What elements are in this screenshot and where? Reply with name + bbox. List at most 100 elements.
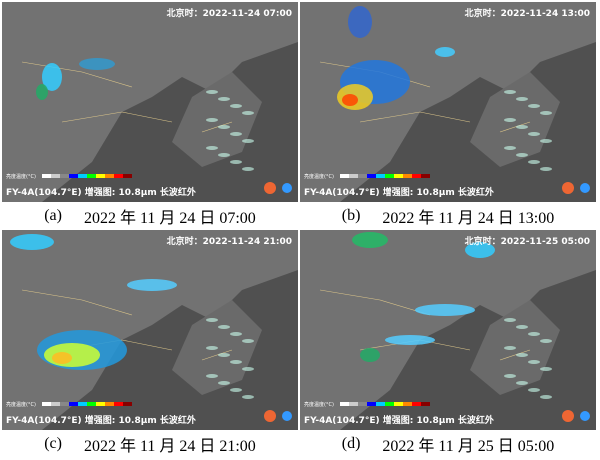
- cloud-streak: [230, 104, 242, 108]
- caption-date: 2022 年 11 月 24 日 21:00: [83, 438, 256, 455]
- colorbar-title: 亮度温度(°C): [6, 402, 36, 408]
- logo: [580, 411, 590, 421]
- cloud-streak: [540, 111, 552, 115]
- caption-date: 2022 年 11 月 25 日 05:00: [382, 438, 555, 455]
- land: [300, 2, 596, 202]
- cloud-streak: [242, 167, 254, 171]
- colorbar-cell: [376, 402, 385, 406]
- product-label: FY-4A(104.7°E) 增强图: 10.8μm 长波红外: [6, 416, 196, 426]
- cloud-streak: [206, 90, 218, 94]
- colorbar-title: 亮度温度(°C): [304, 402, 334, 408]
- logo: [282, 183, 292, 193]
- colorbar-title: 亮度温度(°C): [304, 174, 334, 180]
- land: [300, 230, 596, 430]
- colorbar-cell: [96, 402, 105, 406]
- timestamp: 北京时：2022-11-24 13:00: [464, 9, 590, 19]
- colorbar-cell: [114, 402, 123, 406]
- colorbar-cell: [394, 402, 403, 406]
- cloud-streak: [504, 118, 516, 122]
- colorbar-cell: [421, 402, 430, 406]
- cloud-streak: [516, 97, 528, 101]
- cloud: [352, 232, 388, 248]
- cloud-streak: [540, 395, 552, 399]
- cloud: [360, 348, 380, 362]
- cloud-streak: [206, 374, 218, 378]
- cloud-streak: [242, 139, 254, 143]
- cloud-streak: [230, 360, 242, 364]
- cloud: [415, 304, 475, 316]
- cloud-streak: [504, 346, 516, 350]
- satellite-image: [300, 230, 596, 430]
- satellite-panel: 北京时：2022-11-24 13:00 亮度温度(°C) FY-4A(104.7°…: [300, 2, 596, 202]
- cloud-streak: [504, 146, 516, 150]
- colorbar-cell: [69, 402, 78, 406]
- colorbar-cell: [385, 402, 394, 406]
- colorbar-cell: [114, 174, 123, 178]
- caption-label: (d): [341, 435, 361, 452]
- colorbar-cell: [358, 174, 367, 178]
- colorbar-cell: [60, 402, 69, 406]
- colorbar-cell: [105, 174, 114, 178]
- cloud: [52, 352, 72, 364]
- cloud-streak: [528, 104, 540, 108]
- satellite-image: [300, 2, 596, 202]
- colorbar-cell: [412, 174, 421, 178]
- land: [2, 230, 298, 430]
- cloud-streak: [528, 160, 540, 164]
- logo: [264, 182, 276, 194]
- satellite-image: [2, 2, 298, 202]
- cloud-streak: [206, 146, 218, 150]
- product-label: FY-4A(104.7°E) 增强图: 10.8μm 长波红外: [304, 416, 494, 426]
- cloud-streak: [218, 153, 230, 157]
- cloud-streak: [206, 318, 218, 322]
- cloud: [42, 63, 62, 91]
- caption-label: (a): [44, 207, 62, 224]
- cloud-streak: [528, 388, 540, 392]
- cloud-streak: [540, 167, 552, 171]
- cloud: [342, 94, 358, 106]
- colorbar-cell: [51, 174, 60, 178]
- caption: (b) 2022 年 11 月 24 日 13:00: [300, 205, 596, 227]
- cloud-streak: [516, 325, 528, 329]
- colorbar-cell: [105, 402, 114, 406]
- cloud-streak: [516, 353, 528, 357]
- colorbar-cell: [96, 174, 105, 178]
- cloud: [79, 58, 115, 70]
- colorbar-cell: [42, 174, 51, 178]
- cloud-streak: [230, 332, 242, 336]
- cloud-streak: [218, 325, 230, 329]
- logo: [580, 183, 590, 193]
- timestamp: 北京时：2022-11-24 21:00: [166, 237, 292, 247]
- colorbar-cell: [123, 174, 132, 178]
- logo: [562, 410, 574, 422]
- cloud: [127, 279, 177, 291]
- land: [2, 2, 298, 202]
- colorbar-cell: [60, 174, 69, 178]
- cloud-streak: [218, 125, 230, 129]
- colorbar-cell: [412, 402, 421, 406]
- satellite-image: [2, 230, 298, 430]
- colorbar-title: 亮度温度(°C): [6, 174, 36, 180]
- colorbar-cell: [78, 402, 87, 406]
- cloud-streak: [528, 332, 540, 336]
- colorbar-cell: [403, 402, 412, 406]
- colorbar-cell: [358, 402, 367, 406]
- logo: [282, 411, 292, 421]
- cloud-streak: [242, 111, 254, 115]
- cloud-streak: [242, 395, 254, 399]
- caption-date: 2022 年 11 月 24 日 07:00: [83, 210, 256, 227]
- colorbar-cell: [376, 174, 385, 178]
- colorbar-cell: [78, 174, 87, 178]
- cloud-streak: [218, 97, 230, 101]
- cloud: [435, 47, 455, 57]
- cloud-streak: [242, 339, 254, 343]
- cloud: [385, 335, 435, 345]
- colorbar-cell: [42, 402, 51, 406]
- caption-label: (c): [44, 435, 62, 452]
- timestamp: 北京时：2022-11-25 05:00: [464, 237, 590, 247]
- colorbar-cell: [349, 402, 358, 406]
- colorbar-cell: [69, 174, 78, 178]
- cloud-streak: [516, 381, 528, 385]
- cloud: [10, 234, 54, 250]
